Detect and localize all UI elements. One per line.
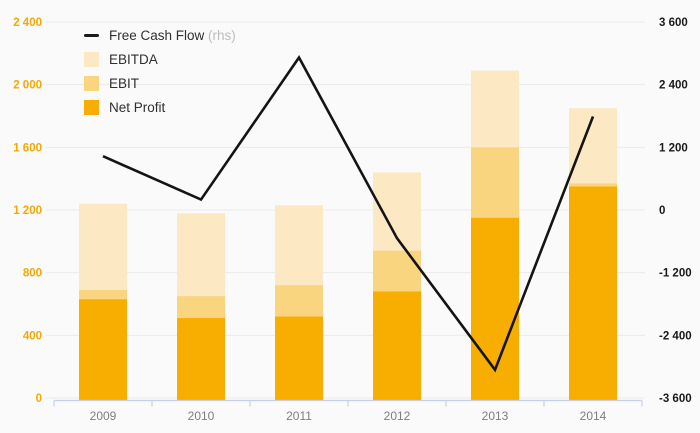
- legend-item-net-profit[interactable]: Net Profit: [84, 95, 236, 119]
- x-axis-label-2011: 2011: [286, 409, 312, 423]
- right-axis-label-3 600: 3 600: [659, 17, 688, 29]
- bar-2011-net-profit[interactable]: [275, 316, 323, 401]
- right-axis-label--1 200: -1 200: [659, 268, 692, 280]
- legend-square-swatch-ebitda: [84, 51, 99, 67]
- legend-line-swatch: [84, 33, 99, 37]
- x-axis-label-2010: 2010: [188, 409, 215, 423]
- bar-2010-net-profit[interactable]: [177, 318, 225, 401]
- bar-2012-net-profit[interactable]: [373, 291, 421, 401]
- left-axis-label-0: 0: [36, 393, 42, 405]
- right-axis-label--2 400: -2 400: [659, 330, 692, 342]
- bar-2014-net-profit[interactable]: [569, 186, 617, 401]
- right-axis-label-2 400: 2 400: [659, 80, 688, 92]
- x-axis-label-2014: 2014: [580, 409, 607, 423]
- x-axis-label-2009: 2009: [90, 409, 117, 423]
- bar-2009-net-profit[interactable]: [79, 299, 127, 401]
- legend-item-ebit[interactable]: EBIT: [84, 71, 236, 95]
- right-axis-label--3 600: -3 600: [659, 393, 692, 405]
- legend-label-ebitda: EBITDA: [109, 51, 158, 67]
- legend-item-free-cash-flow[interactable]: Free Cash Flow (rhs): [84, 23, 236, 47]
- left-axis-label-1 200: 1 200: [13, 205, 42, 217]
- legend-label-ebit: EBIT: [109, 75, 140, 91]
- x-axis-label-2013: 2013: [482, 409, 509, 423]
- bar-2013-net-profit[interactable]: [471, 217, 519, 401]
- free-cash-flow-line[interactable]: [102, 55, 595, 373]
- left-axis-label-2 000: 2 000: [13, 80, 42, 92]
- left-axis-label-400: 400: [23, 330, 42, 342]
- legend-label-free-cash-flow: Free Cash Flow (rhs): [109, 27, 236, 43]
- legend-label-net-profit: Net Profit: [109, 99, 166, 115]
- left-axis-label-1 600: 1 600: [13, 142, 42, 154]
- left-axis-label-2 400: 2 400: [13, 17, 42, 29]
- legend-square-swatch-ebit: [84, 75, 99, 91]
- legend-square-swatch-net-profit: [84, 99, 99, 115]
- chart-legend: Free Cash Flow (rhs) EBITDA EBIT Net Pro…: [84, 23, 236, 119]
- x-axis-label-2012: 2012: [384, 409, 411, 423]
- right-axis-label-1 200: 1 200: [659, 142, 688, 154]
- left-axis-label-800: 800: [23, 268, 42, 280]
- right-axis-label-0: 0: [659, 205, 665, 217]
- legend-item-ebitda[interactable]: EBITDA: [84, 47, 236, 71]
